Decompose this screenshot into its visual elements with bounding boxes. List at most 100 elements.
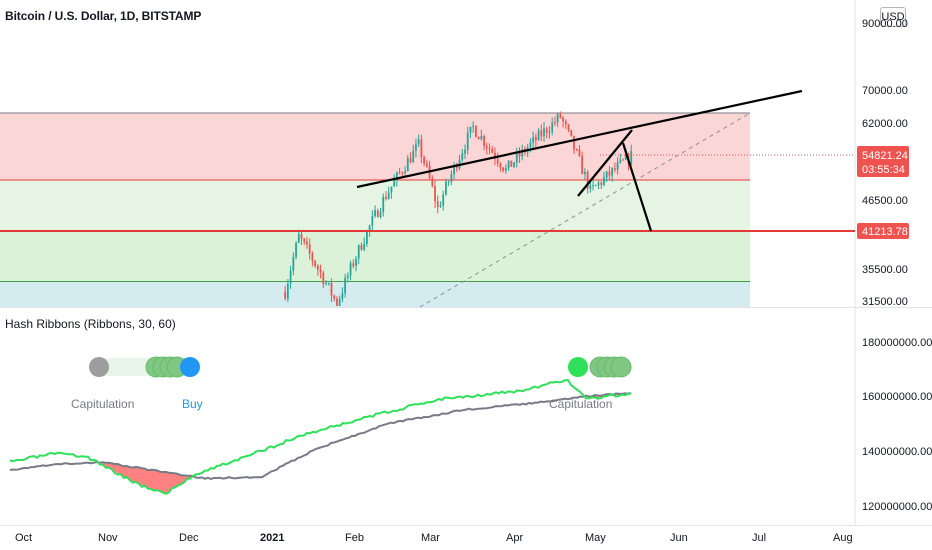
buy-signal-dot[interactable] xyxy=(180,357,200,377)
candle-body xyxy=(420,139,423,158)
price-axis-label: 35500.00 xyxy=(862,264,908,276)
candle-body xyxy=(344,277,346,294)
candle-body xyxy=(472,126,475,128)
bottom-blue-zone xyxy=(0,282,750,307)
projected-drop-line[interactable] xyxy=(621,142,653,232)
indicator-title: Hash Ribbons (Ribbons, 30, 60) xyxy=(5,317,176,331)
resistance-zone xyxy=(0,113,750,180)
candle-body xyxy=(510,160,513,167)
slow-ribbon-line xyxy=(9,391,632,480)
time-axis-label: Dec xyxy=(179,532,199,544)
candle-body xyxy=(548,131,551,133)
candle-body xyxy=(622,159,624,161)
indicator-axis-label: 180000000.00 xyxy=(862,337,932,349)
candle-body xyxy=(494,152,496,159)
candle-body xyxy=(390,186,393,193)
candle-body xyxy=(518,152,521,157)
time-axis-label: Feb xyxy=(345,532,364,544)
lower-green-zone xyxy=(0,231,750,282)
candle-body xyxy=(404,171,406,174)
candle-body xyxy=(346,275,349,278)
candle-body xyxy=(559,114,562,118)
price-axis-label: 70000.00 xyxy=(862,85,908,97)
candle-body xyxy=(562,117,564,122)
candle-body xyxy=(306,241,308,245)
candle-body xyxy=(322,272,325,285)
candle-body xyxy=(543,128,545,137)
support-price-value: 41213.78 xyxy=(862,226,908,238)
capitulation-dot[interactable] xyxy=(89,357,109,377)
currency-badge[interactable]: USD xyxy=(880,7,906,27)
candle-body xyxy=(461,153,464,160)
candle-body xyxy=(616,162,619,170)
candle-body xyxy=(393,180,396,187)
candle-body xyxy=(499,163,502,168)
capitulation-fill xyxy=(102,462,195,494)
candle-body xyxy=(300,234,303,239)
rising-wedge-lower-line[interactable] xyxy=(577,129,633,197)
time-axis-label: Jul xyxy=(752,532,766,544)
time-axis-label: Mar xyxy=(421,532,440,544)
candle-body xyxy=(624,154,627,160)
candle-body xyxy=(515,152,518,163)
candle-body xyxy=(352,263,355,267)
indicator-axis-label: 120000000.00 xyxy=(862,501,932,513)
candle-body xyxy=(295,242,297,258)
candle-body xyxy=(584,172,586,175)
candle-body xyxy=(592,185,594,187)
candle-body xyxy=(567,124,570,131)
candle-body xyxy=(412,150,415,163)
candle-body xyxy=(605,171,608,178)
candle-body xyxy=(292,257,295,271)
candle-body xyxy=(581,155,584,175)
time-axis-label: Jun xyxy=(670,532,688,544)
candle-body xyxy=(314,260,317,267)
candle-body xyxy=(586,172,589,189)
candle-body xyxy=(338,299,341,306)
fast-ribbon-line xyxy=(9,378,632,495)
candle-body xyxy=(545,128,548,133)
candle-body xyxy=(371,216,374,226)
price-axis-label: 31500.00 xyxy=(862,296,908,308)
candle-body xyxy=(341,293,344,300)
candle-body xyxy=(445,181,447,195)
bar-countdown: 03:55:34 xyxy=(862,164,905,176)
candle-body xyxy=(286,283,289,299)
candle-body xyxy=(319,269,322,273)
candle-body xyxy=(485,145,488,148)
time-axis-label: Oct xyxy=(15,532,32,544)
candle-body xyxy=(613,167,616,170)
candle-body xyxy=(630,151,633,164)
candle-body xyxy=(311,253,314,261)
candle-body xyxy=(483,136,485,146)
time-axis-label: Aug xyxy=(833,532,853,544)
candle-body xyxy=(578,149,581,156)
candle-body xyxy=(436,201,439,208)
candle-body xyxy=(363,243,366,250)
candle-body xyxy=(297,234,300,243)
candle-body xyxy=(382,196,385,212)
strong-recovery-dot[interactable] xyxy=(568,357,588,377)
candle-body xyxy=(570,130,573,136)
recovery-dot[interactable] xyxy=(610,356,632,378)
candle-body xyxy=(594,185,597,187)
indicator-axis-label: 140000000.00 xyxy=(862,446,932,458)
time-axis-label: Apr xyxy=(506,532,523,544)
capitulation-label-right: Capitulation xyxy=(549,397,612,411)
rising-wedge-upper-line[interactable] xyxy=(356,89,803,189)
candle-body xyxy=(308,244,311,254)
candle-body xyxy=(330,282,333,296)
candle-body xyxy=(355,258,357,267)
candle-body xyxy=(502,167,505,171)
candle-body xyxy=(597,182,600,186)
candle-body xyxy=(439,205,442,208)
candle-body xyxy=(357,245,360,259)
candle-body xyxy=(556,114,559,123)
price-axis-label: 90000.00 xyxy=(862,18,908,30)
candle-body xyxy=(589,185,592,189)
candle-body xyxy=(504,168,507,171)
candle-body xyxy=(417,139,420,145)
candle-body xyxy=(374,210,376,217)
candle-body xyxy=(385,196,387,199)
